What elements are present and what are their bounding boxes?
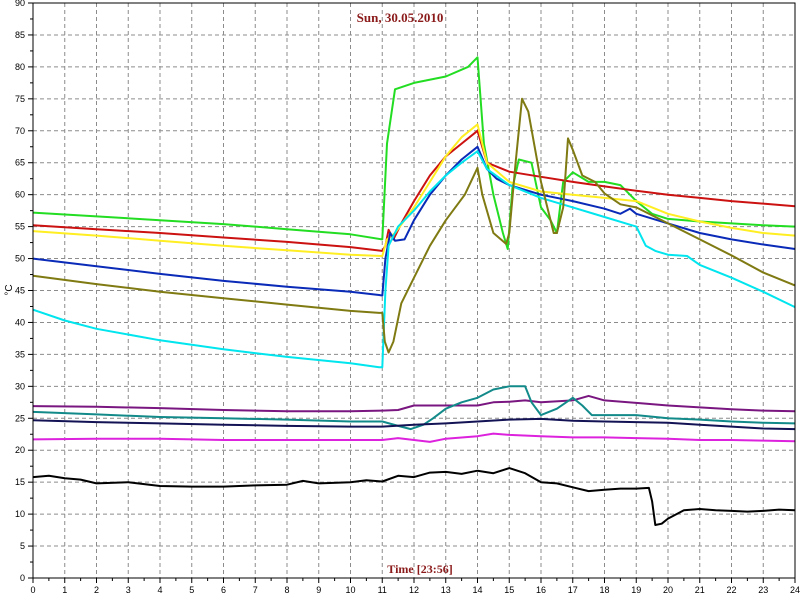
x-tick-label: 2 [94,585,99,595]
y-tick-label: 90 [15,0,25,8]
x-tick-label: 16 [536,585,546,595]
x-tick-label: 21 [695,585,705,595]
y-tick-label: 0 [20,573,25,583]
x-tick-label: 0 [30,585,35,595]
series-layer [32,56,796,526]
y-tick-label: 30 [15,381,25,391]
x-tick-label: 7 [253,585,258,595]
grid-layer [33,3,795,578]
y-tick-label: 35 [15,349,25,359]
y-tick-label: 15 [15,477,25,487]
x-axis-label: Time [23:56] [387,562,452,576]
y-tick-label: 10 [15,509,25,519]
x-tick-label: 8 [284,585,289,595]
y-tick-label: 55 [15,222,25,232]
x-tick-label: 17 [568,585,578,595]
x-tick-label: 23 [758,585,768,595]
x-tick-label: 4 [157,585,162,595]
series-line-8 [32,385,796,431]
y-tick-label: 70 [15,126,25,136]
x-tick-label: 24 [790,585,800,595]
series-line-10 [32,432,796,443]
y-axis-label: °C [4,284,15,295]
y-tick-label: 25 [15,413,25,423]
x-tick-label: 9 [316,585,321,595]
y-tick-label: 60 [15,190,25,200]
x-tick-label: 11 [378,585,387,595]
x-tick-label: 14 [472,585,482,595]
y-tick-label: 5 [20,541,25,551]
axis-layer: 0 1 2 3 4 5 6 7 8 9 10 11 12 13 14 15 16 17 18 19 20 21 22 23 24… [15,0,800,595]
x-tick-label: 13 [441,585,451,595]
chart-title: Sun, 30.05.2010 [357,10,444,25]
y-tick-label: 40 [15,317,25,327]
x-tick-label: 5 [189,585,194,595]
series-line-7 [32,394,796,413]
x-tick-label: 3 [126,585,131,595]
series-line-6 [32,97,796,354]
y-tick-label: 75 [15,94,25,104]
x-tick-label: 10 [345,585,355,595]
y-tick-label: 20 [15,445,25,455]
series-line-11 [32,467,796,526]
y-tick-label: 45 [15,286,25,296]
x-tick-label: 6 [221,585,226,595]
series-line-3 [32,123,796,257]
x-tick-label: 12 [409,585,419,595]
y-tick-label: 80 [15,62,25,72]
y-tick-label: 65 [15,158,25,168]
x-tick-label: 19 [631,585,641,595]
series-line-4 [32,145,796,297]
y-tick-label: 50 [15,254,25,264]
series-line-9 [32,417,796,431]
x-tick-label: 1 [62,585,67,595]
y-tick-label: 85 [15,30,25,40]
x-tick-label: 20 [663,585,673,595]
x-tick-label: 22 [726,585,736,595]
x-tick-label: 15 [504,585,514,595]
series-line-5 [32,150,796,369]
x-tick-label: 18 [599,585,609,595]
